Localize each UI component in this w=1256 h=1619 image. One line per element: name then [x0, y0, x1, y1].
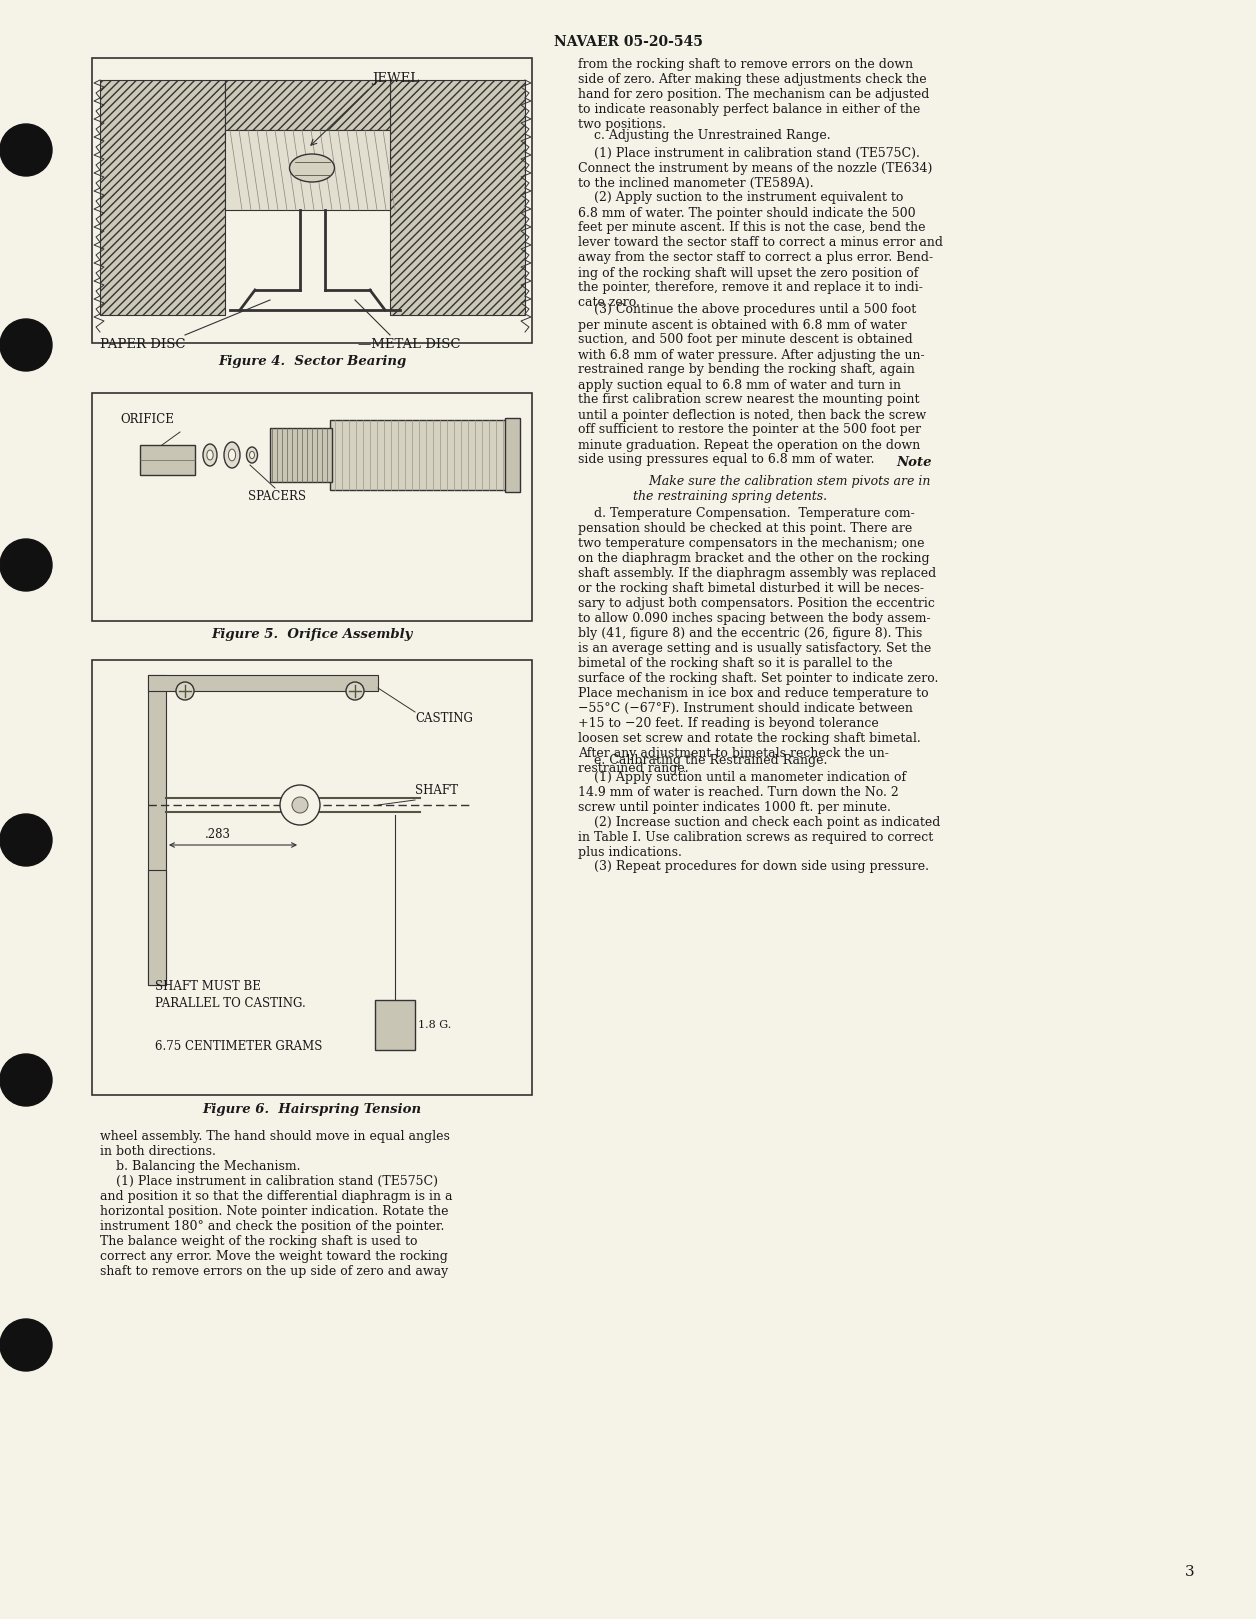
Text: (3) Continue the above procedures until a 500 foot
per minute ascent is obtained: (3) Continue the above procedures until … [578, 303, 926, 466]
Text: JEWEL: JEWEL [372, 71, 420, 86]
Text: (3) Repeat procedures for down side using pressure.: (3) Repeat procedures for down side usin… [578, 860, 929, 873]
Text: —METAL DISC: —METAL DISC [358, 338, 461, 351]
Text: ORIFICE: ORIFICE [121, 413, 173, 426]
Text: Figure 4.  Sector Bearing: Figure 4. Sector Bearing [217, 355, 406, 368]
Text: 1.8 G.: 1.8 G. [418, 1020, 451, 1030]
Circle shape [0, 1054, 51, 1106]
Bar [92, 393, 533, 622]
Bar [225, 79, 391, 130]
Bar [100, 79, 225, 316]
Text: e. Calibrating the Restrained Range.: e. Calibrating the Restrained Range. [578, 754, 828, 767]
Text: (2) Increase suction and check each point as indicated
in Table I. Use calibrati: (2) Increase suction and check each poin… [578, 816, 941, 860]
Text: PARALLEL TO CASTING.: PARALLEL TO CASTING. [154, 997, 305, 1010]
Bar [270, 427, 332, 482]
Text: Make sure the calibration stem pivots are in
the restraining spring detents.: Make sure the calibration stem pivots ar… [633, 474, 931, 504]
Circle shape [0, 1319, 51, 1371]
Text: CASTING: CASTING [414, 712, 472, 725]
Polygon shape [148, 869, 166, 984]
Circle shape [345, 682, 364, 699]
Ellipse shape [203, 444, 217, 466]
Ellipse shape [207, 450, 214, 460]
Circle shape [0, 814, 51, 866]
Text: 6.75 CENTIMETER GRAMS: 6.75 CENTIMETER GRAMS [154, 1039, 323, 1052]
Text: 3: 3 [1186, 1566, 1194, 1579]
Text: (1) Place instrument in calibration stand (TE575C).
Connect the instrument by me: (1) Place instrument in calibration stan… [578, 147, 932, 189]
Bar [376, 1001, 414, 1051]
Bar [139, 445, 195, 474]
Text: d. Temperature Compensation.  Temperature com-
pensation should be checked at th: d. Temperature Compensation. Temperature… [578, 507, 938, 776]
Bar [225, 130, 391, 210]
Ellipse shape [246, 447, 257, 463]
Bar [330, 419, 510, 491]
Text: (2) Apply suction to the instrument equivalent to
6.8 mm of water. The pointer s: (2) Apply suction to the instrument equi… [578, 191, 943, 309]
Ellipse shape [250, 452, 255, 458]
Bar [148, 675, 378, 691]
Text: Note: Note [897, 457, 932, 470]
Text: PAPER DISC: PAPER DISC [100, 338, 186, 351]
Ellipse shape [224, 442, 240, 468]
Circle shape [0, 125, 51, 176]
Circle shape [176, 682, 193, 699]
Text: c. Adjusting the Unrestrained Range.: c. Adjusting the Unrestrained Range. [578, 130, 830, 142]
Circle shape [291, 797, 308, 813]
Ellipse shape [289, 154, 334, 181]
Bar [148, 675, 166, 984]
Text: (1) Apply suction until a manometer indication of
14.9 mm of water is reached. T: (1) Apply suction until a manometer indi… [578, 771, 906, 814]
Circle shape [280, 785, 320, 826]
Text: SHAFT MUST BE: SHAFT MUST BE [154, 979, 261, 992]
Text: .283: .283 [205, 827, 231, 840]
Text: Figure 5.  Orifice Assembly: Figure 5. Orifice Assembly [211, 628, 413, 641]
Bar [92, 661, 533, 1094]
Text: Figure 6.  Hairspring Tension: Figure 6. Hairspring Tension [202, 1103, 422, 1115]
Bar [92, 58, 533, 343]
Text: SHAFT: SHAFT [414, 784, 458, 797]
Circle shape [0, 539, 51, 591]
Bar [391, 79, 525, 316]
Text: from the rocking shaft to remove errors on the down
side of zero. After making t: from the rocking shaft to remove errors … [578, 58, 929, 131]
Text: wheel assembly. The hand should move in equal angles
in both directions.
    b. : wheel assembly. The hand should move in … [100, 1130, 452, 1277]
Ellipse shape [229, 448, 236, 461]
Circle shape [0, 319, 51, 371]
Text: SPACERS: SPACERS [247, 491, 306, 504]
Text: NAVAER 05-20-545: NAVAER 05-20-545 [554, 36, 702, 49]
Bar [505, 418, 520, 492]
